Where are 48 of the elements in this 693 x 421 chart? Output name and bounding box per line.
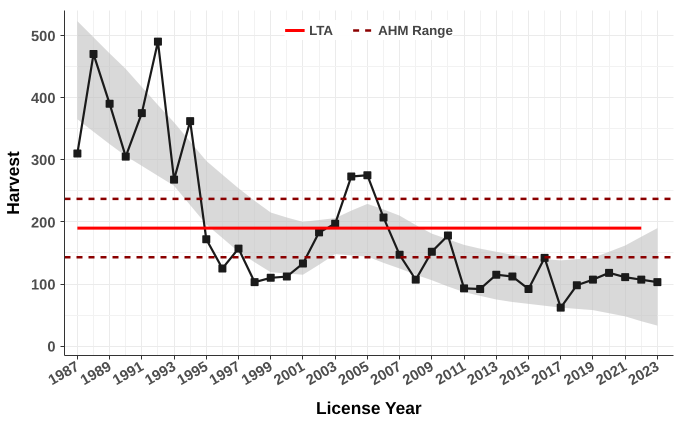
point [428,248,436,256]
x-tick-label: 1989 [78,358,114,389]
point [266,274,275,282]
point [492,270,500,279]
point [170,176,178,184]
x-tick-label: 2021 [594,358,630,389]
y-tick-label: 500 [31,28,56,45]
point [363,171,372,180]
point [621,273,630,282]
y-tick-label: 100 [31,278,56,294]
point [90,50,98,58]
point [508,272,516,281]
x-tick-label: 2009 [400,358,437,389]
y-tick-label: 0 [47,340,56,356]
legend-label: LTA [309,22,334,38]
point [556,304,565,312]
point [653,278,662,286]
point [524,284,532,293]
point [138,109,146,118]
point [250,278,259,286]
point [572,281,581,290]
y-tick-label: 400 [31,91,56,108]
x-axis-title: License Year [316,398,422,418]
point [122,152,130,161]
point [605,268,614,277]
point [380,214,388,222]
point [444,232,452,240]
x-tick-label: 2003 [304,358,340,389]
point [588,276,597,284]
point [218,264,226,272]
point [298,260,307,268]
point [186,117,194,126]
point [412,276,420,284]
y-axis-title: Harvest [3,150,24,215]
y-tick-label: 300 [31,153,56,170]
point [106,100,114,108]
point [637,276,646,284]
legend-label: AHM Range [378,22,453,38]
point [73,149,82,158]
point [460,284,468,292]
point [347,172,356,180]
point [234,244,242,253]
point [476,284,484,293]
y-tick-label: 200 [31,215,56,232]
point [154,38,162,46]
x-tick-label: 2017 [529,358,566,389]
point [282,272,291,281]
point [202,235,210,244]
